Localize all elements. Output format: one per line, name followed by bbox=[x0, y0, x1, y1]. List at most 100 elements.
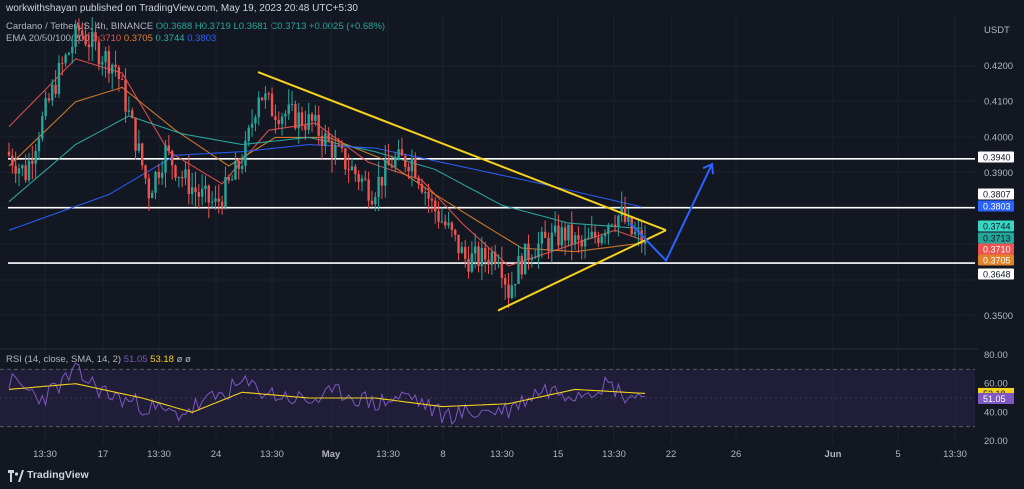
candle-body bbox=[127, 110, 131, 112]
rsi-value-tag bbox=[978, 392, 1014, 404]
price-tag-level bbox=[978, 268, 1014, 280]
candle-body bbox=[530, 258, 534, 260]
ema50-line bbox=[8, 86, 642, 253]
candle-body bbox=[210, 201, 214, 203]
rsi-tick-label: 80.00 bbox=[984, 350, 1008, 361]
candle-body bbox=[334, 144, 337, 158]
candle-body bbox=[227, 177, 230, 181]
triangle-upper-trendline bbox=[257, 71, 667, 232]
candle-body bbox=[510, 285, 514, 298]
candle-body bbox=[384, 158, 387, 186]
candle-body bbox=[244, 140, 247, 166]
candle-body bbox=[304, 125, 307, 130]
candle-body bbox=[577, 235, 580, 240]
candle-body bbox=[464, 247, 467, 259]
price-change: +0.0025 (+0.68%) bbox=[309, 21, 386, 32]
price-tag-level bbox=[978, 188, 1014, 200]
candle-body bbox=[424, 192, 427, 194]
price-tag-ema50 bbox=[978, 254, 1014, 266]
candle-body bbox=[490, 252, 494, 265]
candle-body bbox=[247, 127, 250, 141]
candle-body bbox=[290, 104, 294, 106]
time-tick-label: 17 bbox=[98, 449, 109, 460]
candle-body bbox=[94, 32, 97, 42]
price-tag-label: 0.3940 bbox=[983, 153, 1011, 163]
price-tag-label: 0.3803 bbox=[983, 202, 1011, 212]
candle-body bbox=[414, 157, 417, 178]
candle-body bbox=[157, 171, 161, 178]
trendline-drawings bbox=[257, 71, 714, 312]
time-tick-label: 15 bbox=[553, 449, 564, 460]
candle-body bbox=[617, 215, 620, 227]
candle-body bbox=[430, 198, 434, 201]
candle-body bbox=[563, 227, 567, 241]
candle-body bbox=[324, 133, 327, 146]
rsi-legend-value: 51.05 bbox=[124, 354, 150, 365]
candle-body bbox=[593, 231, 597, 238]
candle-body bbox=[627, 216, 630, 222]
time-tick-label: 24 bbox=[211, 449, 222, 460]
candle-body bbox=[190, 187, 194, 194]
candle-body bbox=[144, 165, 147, 179]
rsi-pane: RSI (14, close, SMA, 14, 2) 51.05 53.18 … bbox=[0, 354, 975, 428]
candle-body bbox=[177, 176, 181, 178]
candle-body bbox=[284, 113, 287, 117]
candle-body bbox=[377, 176, 380, 198]
time-tick-label: 8 bbox=[440, 449, 445, 460]
candle-body bbox=[81, 30, 84, 36]
candle-body bbox=[477, 246, 480, 267]
rsi-tick-label: 40.00 bbox=[984, 407, 1008, 418]
candle-body bbox=[264, 93, 267, 100]
candle-body bbox=[364, 178, 367, 180]
candle-body bbox=[404, 155, 407, 167]
candle-body bbox=[603, 233, 607, 237]
triangle-lower-trendline bbox=[497, 229, 667, 312]
ohlc-open: O0.3688 bbox=[155, 21, 193, 32]
candle-body bbox=[111, 64, 114, 74]
candle-body bbox=[567, 224, 570, 241]
candle-body bbox=[41, 116, 44, 139]
candle-body bbox=[613, 224, 617, 227]
time-axis: 13:30 17 13:30 24 13:30 May 13:30 8 13:30 15 13:30… bbox=[33, 449, 967, 460]
candle-body bbox=[340, 145, 344, 149]
candle-body bbox=[480, 247, 484, 267]
tradingview-logo-text[interactable]: TradingView bbox=[27, 469, 89, 481]
candle-body bbox=[294, 104, 297, 129]
time-tick-label: Jun bbox=[825, 449, 842, 460]
candle-body bbox=[174, 165, 177, 178]
candle-body bbox=[250, 123, 254, 128]
candle-body bbox=[164, 145, 167, 173]
time-tick-label: 13:30 bbox=[260, 449, 284, 460]
candle-body bbox=[131, 110, 134, 118]
candle-body bbox=[31, 160, 34, 164]
candle-body bbox=[400, 149, 404, 156]
candle-body bbox=[91, 32, 94, 48]
candle-body bbox=[280, 116, 284, 124]
axis-unit: USDT bbox=[984, 25, 1010, 36]
candle-body bbox=[101, 62, 104, 65]
candle-body bbox=[254, 117, 257, 124]
candle-body bbox=[513, 284, 517, 286]
candle-body bbox=[7, 151, 11, 156]
candle-body bbox=[500, 262, 504, 279]
candle-body bbox=[64, 54, 67, 64]
price-tick-label: 0.4200 bbox=[984, 61, 1013, 72]
candle-body bbox=[267, 93, 270, 95]
candle-body bbox=[17, 168, 21, 174]
price-tag-level bbox=[978, 151, 1014, 163]
candle-body bbox=[314, 114, 317, 121]
candle-body bbox=[354, 166, 357, 175]
candle-body bbox=[54, 84, 57, 94]
candle-body bbox=[240, 165, 244, 169]
price-chart[interactable]: RSI (14, close, SMA, 14, 2) 51.05 53.18 … bbox=[0, 0, 1024, 463]
candle-body bbox=[387, 158, 390, 166]
candle-body bbox=[517, 256, 520, 285]
ema-legend: EMA 20/50/100/200 0.3710 0.3705 0.3744 0… bbox=[6, 33, 216, 44]
candle-body bbox=[207, 185, 210, 203]
candle-body bbox=[327, 133, 330, 141]
candle-body bbox=[234, 160, 237, 180]
candle-body bbox=[580, 239, 583, 247]
time-tick-label: 26 bbox=[731, 449, 742, 460]
candle-body bbox=[557, 225, 560, 246]
candle-body bbox=[24, 165, 27, 181]
